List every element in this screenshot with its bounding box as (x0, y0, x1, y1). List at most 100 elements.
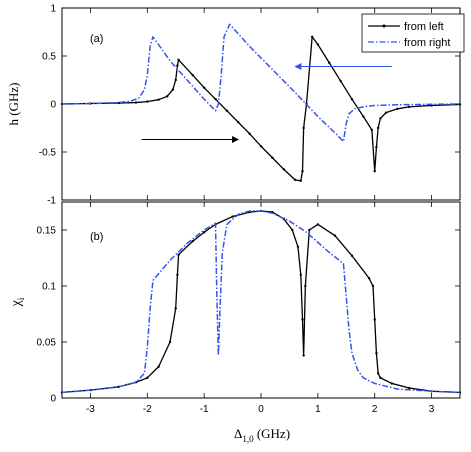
data-point-from-left-a (339, 79, 342, 83)
panel-a: -1 -0.5 0 0.5 1 (39, 4, 462, 207)
data-point-from-left-b (231, 215, 234, 218)
data-point-from-left-a (373, 170, 376, 173)
series-line-from-left-b (61, 210, 461, 394)
data-point-from-left-a (384, 111, 388, 114)
data-point-from-left-b (146, 376, 149, 380)
y-tick-label-a: 1 (50, 4, 56, 15)
data-point-from-left-a (157, 98, 160, 101)
panel-label-a: (a) (90, 33, 103, 45)
x-tick-label-b: -2 (143, 404, 152, 415)
data-point-from-left-a (176, 64, 179, 67)
data-point-from-left-b (350, 254, 354, 257)
panel-b: -3 -2 -1 0 1 2 3 0 0.05 0.1 0.15 (37, 201, 462, 415)
data-point-from-left-b (299, 273, 302, 276)
data-point-from-left-b (373, 318, 376, 321)
data-point-from-left-a (362, 115, 365, 118)
data-point-from-left-b (291, 228, 294, 232)
data-point-from-left-a (171, 88, 175, 91)
data-point-from-left-b (316, 223, 320, 226)
data-point-from-left-a (248, 132, 251, 135)
data-point-from-left-a (225, 109, 229, 112)
y-tick-label-a: -0.5 (39, 148, 57, 159)
data-point-from-left-b (407, 386, 411, 390)
data-point-from-left-b (177, 253, 180, 256)
x-axis-label-unit: (GHz) (254, 426, 290, 441)
data-point-from-left-a (174, 78, 177, 82)
data-point-from-left-a (316, 43, 320, 46)
data-point-from-left-a (117, 101, 121, 105)
data-point-from-left-a (310, 35, 314, 38)
data-point-from-left-a (165, 95, 169, 98)
legend-marker-from-left (382, 24, 386, 28)
data-point-from-left-b (376, 372, 380, 375)
x-tick-label-b: -3 (86, 404, 95, 415)
data-point-from-left-b (333, 234, 337, 237)
data-point-from-left-b (308, 228, 311, 232)
x-tick-label-b: 3 (429, 404, 435, 415)
legend-label-from-left: from left (404, 21, 444, 33)
data-point-from-left-a (407, 105, 411, 109)
data-point-from-left-a (370, 128, 374, 132)
axes-frame-b (61, 201, 461, 399)
data-point-from-left-a (301, 170, 304, 173)
data-point-from-left-a (396, 107, 399, 111)
data-point-from-left-a (259, 145, 263, 148)
data-point-from-left-b (390, 382, 393, 385)
y-tick-label-b: 0.1 (42, 282, 56, 293)
data-point-from-left-a (282, 168, 285, 171)
panel-label-b: (b) (90, 231, 103, 243)
x-tick-label-b: 2 (372, 404, 378, 415)
data-point-from-left-a (214, 98, 217, 101)
y-axis-label-b-sub: i (16, 297, 26, 300)
data-point-from-left-a (177, 58, 180, 62)
x-tick-label-b: 0 (258, 404, 264, 415)
x-tick-label-b: -1 (200, 404, 209, 415)
data-point-from-left-a (299, 179, 302, 182)
y-tick-label-a: 0 (50, 100, 56, 111)
data-point-from-left-a (146, 100, 149, 103)
data-point-from-left-a (191, 74, 194, 77)
data-point-from-left-b (304, 284, 307, 288)
data-point-from-left-a (376, 126, 380, 130)
y-axis-label-a: h (GHz) (6, 83, 21, 126)
data-point-from-left-b (191, 240, 194, 243)
data-point-from-left-b (202, 231, 206, 234)
data-point-from-left-b (157, 365, 160, 368)
series-line-from-right-a (61, 23, 461, 143)
data-point-from-left-b (367, 276, 371, 280)
y-tick-label-b: 0.15 (37, 226, 57, 237)
series-line-from-right-b (61, 210, 461, 394)
data-point-from-left-a (458, 103, 462, 106)
data-point-from-left-b (296, 245, 300, 248)
data-point-from-left-b (379, 376, 382, 380)
y-tick-label-a: -1 (47, 196, 56, 207)
data-point-from-left-b (168, 340, 172, 344)
x-axis-label-sub: 1,0 (242, 434, 254, 444)
data-point-from-left-a (302, 126, 305, 130)
data-point-from-left-b (174, 307, 177, 310)
data-point-from-left-b (302, 354, 305, 357)
data-point-from-left-a (134, 101, 138, 104)
data-point-from-left-a (293, 178, 297, 182)
data-point-from-left-a (271, 156, 274, 159)
data-point-from-left-b (176, 273, 179, 276)
y-axis-label-b-main: χ (9, 299, 24, 307)
data-point-from-left-b (375, 352, 378, 355)
data-point-from-left-a (379, 117, 382, 120)
legend-box (361, 13, 465, 53)
data-point-from-left-a (202, 86, 206, 89)
data-point-from-left-a (375, 146, 378, 149)
data-point-from-left-b (301, 318, 304, 321)
legend: from left from right (361, 13, 465, 53)
y-tick-label-b: 0 (50, 394, 56, 405)
legend-label-from-right: from right (404, 37, 450, 49)
x-axis-label-main: Δ (234, 426, 242, 441)
y-tick-label-b: 0.05 (37, 338, 57, 349)
data-point-from-left-a (237, 121, 240, 124)
data-point-from-left-a (328, 61, 331, 64)
y-axis-label-b: χi (9, 297, 26, 307)
x-tick-label-b: 1 (315, 404, 321, 415)
data-point-from-left-b (371, 284, 375, 288)
